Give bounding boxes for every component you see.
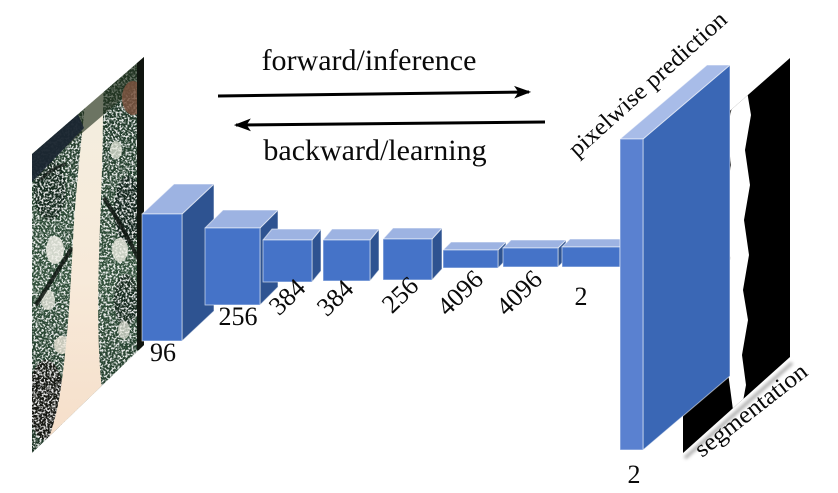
- conv-layer-1-label: 96: [150, 338, 176, 367]
- prediction-layer-label: 2: [628, 460, 641, 489]
- conv-layer-7: [502, 239, 567, 268]
- input-image-right-edge: [137, 57, 144, 350]
- conv-layer-8-label: 2: [575, 282, 588, 311]
- forward-arrow: [217, 85, 532, 99]
- forward-inference-label: forward/inference: [262, 44, 477, 77]
- prediction-layer-front-face: [619, 138, 644, 451]
- conv-layer-5: [382, 227, 443, 281]
- conv-layer-4-front-face: [322, 239, 371, 282]
- conv-layer-8-top-face: [561, 238, 629, 248]
- conv-layer-4: [322, 228, 380, 282]
- conv-layer-1: [141, 183, 215, 342]
- conv-layer-8: [561, 238, 629, 268]
- backward-learning-label: backward/learning: [263, 134, 486, 167]
- conv-layer-5-front-face: [382, 238, 433, 281]
- segmentation-image-shadow: [683, 361, 794, 460]
- conv-layer-6: [442, 241, 507, 269]
- conv-layer-4-top-face: [322, 228, 380, 241]
- conv-layer-6-top-face: [442, 241, 507, 251]
- conv-layer-8-front-face: [561, 246, 621, 268]
- conv-layer-6-front-face: [442, 249, 499, 269]
- conv-layer-3: [262, 228, 322, 283]
- conv-layer-3-top-face: [262, 228, 322, 241]
- conv-layer-5-top-face: [382, 227, 443, 240]
- conv-layer-2-label: 256: [219, 302, 258, 331]
- conv-layer-7-label: 4096: [490, 264, 548, 321]
- conv-layer-7-front-face: [502, 247, 559, 268]
- input-image: [32, 57, 144, 453]
- conv-layer-6-label: 4096: [431, 264, 489, 321]
- prediction-layer: [619, 64, 731, 451]
- backward-arrow: [233, 118, 546, 132]
- conv-layer-1-front-face: [141, 213, 183, 342]
- conv-layer-2-front-face: [204, 227, 261, 306]
- river: [38, 57, 114, 453]
- conv-layer-7-top-face: [502, 239, 567, 249]
- conv-layer-3-front-face: [262, 239, 313, 283]
